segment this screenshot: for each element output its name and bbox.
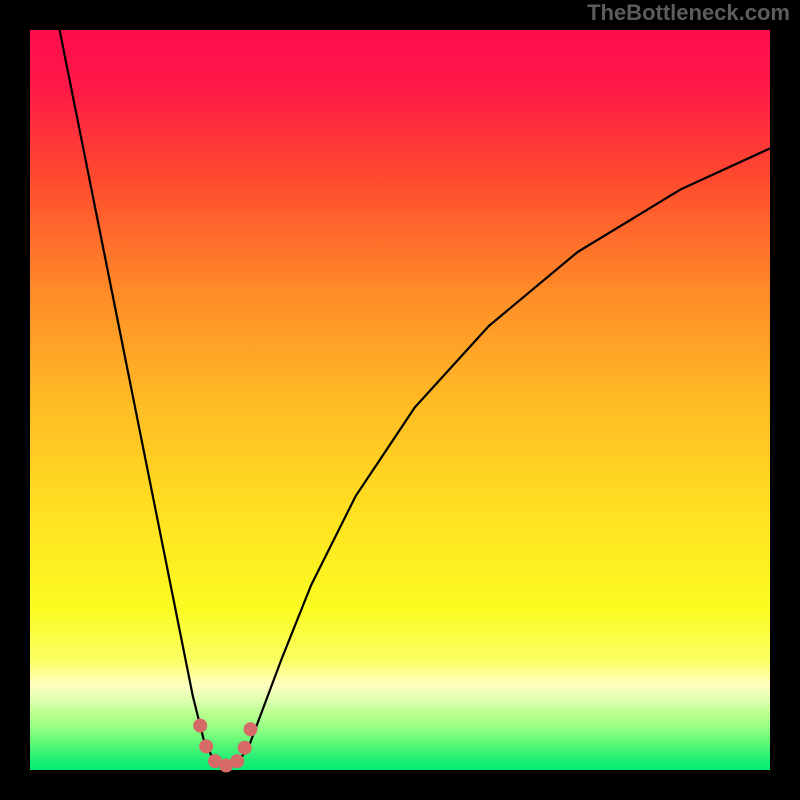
- marker-point: [230, 754, 244, 768]
- marker-point: [199, 739, 213, 753]
- watermark-text: TheBottleneck.com: [587, 0, 790, 26]
- chart-overlay: [0, 0, 800, 800]
- marker-point: [238, 741, 252, 755]
- marker-point: [244, 722, 258, 736]
- chart-container: TheBottleneck.com: [0, 0, 800, 800]
- marker-point: [193, 719, 207, 733]
- bottleneck-curve: [60, 30, 770, 767]
- curve-markers: [193, 719, 257, 773]
